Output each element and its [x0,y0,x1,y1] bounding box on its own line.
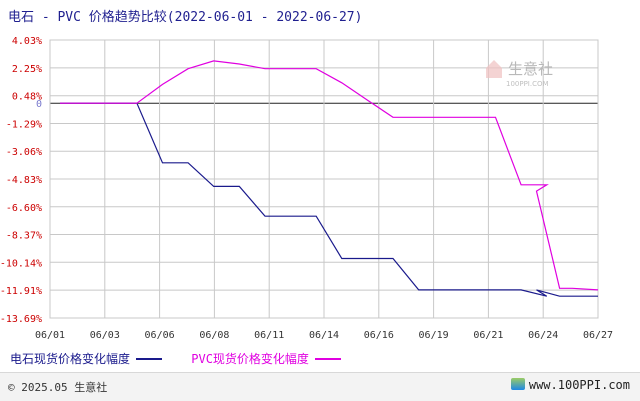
site-logo-icon [510,378,525,390]
legend-label-series1: 电石现货价格变化幅度 [10,352,131,366]
legend-label-series2: PVC现货价格变化幅度 [191,352,309,366]
legend-item-series2: PVC现货价格变化幅度 [191,350,349,367]
x-tick-label: 06/06 [145,330,175,341]
y-tick-label: 0 [36,99,42,110]
copyright-text: © 2025.05 生意社 [8,381,108,394]
chart-title: 电石 - PVC 价格趋势比较(2022-06-01 - 2022-06-27) [8,10,363,25]
legend-swatch-series2 [314,357,341,360]
x-tick-label: 06/24 [528,330,558,341]
y-tick-label: -1.29% [6,119,42,130]
x-tick-label: 06/21 [473,330,503,341]
legend-item-series1: 电石现货价格变化幅度 [10,350,170,367]
watermark-site: 100PPI.COM [506,80,549,88]
x-tick-label: 06/03 [90,330,120,341]
legend-swatch-series1 [136,357,163,360]
legend: 电石现货价格变化幅度 PVC现货价格变化幅度 [10,350,363,367]
y-tick-label: 2.25% [12,64,42,75]
x-tick-label: 06/16 [364,330,394,341]
series-line-pvc [60,60,599,291]
y-tick-label: -8.37% [6,231,42,242]
x-tick-label: 06/14 [309,330,339,341]
x-tick-label: 06/27 [583,330,613,341]
watermark-name: 生意社 [508,60,553,78]
y-tick-label: -6.60% [6,203,42,214]
y-tick-label: -4.83% [6,175,42,186]
x-tick-label: 06/19 [419,330,449,341]
y-tick-label: -13.69% [0,314,42,325]
y-tick-label: 0.48% [12,92,42,103]
y-tick-label: -10.14% [0,258,42,269]
x-tick-label: 06/11 [254,330,284,341]
house-icon [486,60,502,78]
y-tick-label: -3.06% [6,147,42,158]
series-line-电石 [60,102,598,297]
x-tick-label: 06/08 [199,330,229,341]
y-tick-label: -11.91% [0,286,42,297]
watermark: 生意社 100PPI.COM [480,54,580,94]
footer: © 2025.05 生意社 www.100PPI.com [0,372,640,401]
y-tick-label: 4.03% [12,36,42,47]
footer-url-text: www.100PPI.com [528,378,630,392]
x-tick-label: 06/01 [35,330,65,341]
footer-url[interactable]: www.100PPI.com [510,378,630,392]
